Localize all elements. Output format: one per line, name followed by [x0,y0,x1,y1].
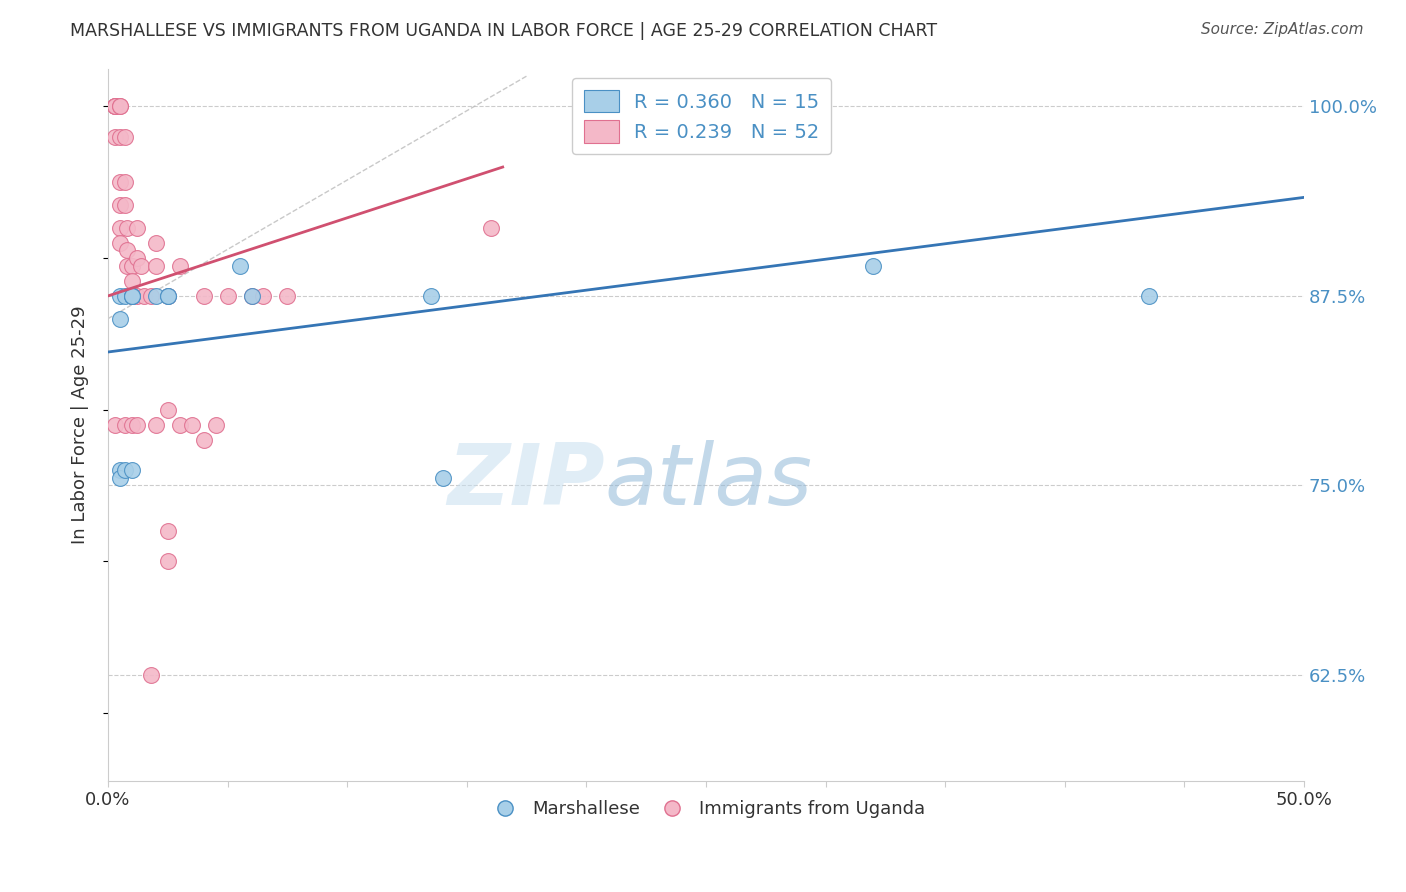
Point [145,235,167,250]
Point [145,289,167,303]
Point [1137,289,1160,303]
Point [114,463,136,477]
Point [276,289,298,303]
Point [121,417,143,432]
Point [125,251,148,265]
Point [121,259,143,273]
Point [132,289,155,303]
Point [240,289,263,303]
Point [193,433,215,447]
Point [104,129,127,144]
Point [115,259,138,273]
Text: ZIP: ZIP [447,441,605,524]
Point [108,311,131,326]
Point [104,99,127,113]
Point [108,175,131,189]
Point [108,471,131,485]
Text: MARSHALLESE VS IMMIGRANTS FROM UGANDA IN LABOR FORCE | AGE 25-29 CORRELATION CHA: MARSHALLESE VS IMMIGRANTS FROM UGANDA IN… [70,22,938,40]
Point [114,417,136,432]
Point [125,289,148,303]
Point [121,289,143,303]
Point [108,220,131,235]
Y-axis label: In Labor Force | Age 25-29: In Labor Force | Age 25-29 [72,305,89,544]
Point [240,289,263,303]
Point [180,417,202,432]
Point [252,289,274,303]
Point [204,417,226,432]
Point [104,99,127,113]
Point [121,289,143,303]
Point [114,289,136,303]
Point [432,471,454,485]
Point [108,289,131,303]
Point [108,99,131,113]
Point [479,220,502,235]
Point [114,129,136,144]
Point [156,524,179,538]
Point [104,99,127,113]
Text: atlas: atlas [605,441,813,524]
Point [145,259,167,273]
Point [121,289,143,303]
Point [169,417,191,432]
Point [104,99,127,113]
Point [145,417,167,432]
Point [104,417,127,432]
Point [121,289,143,303]
Point [156,289,179,303]
Point [115,244,138,258]
Point [139,668,162,682]
Point [862,259,884,273]
Point [131,259,153,273]
Point [108,99,131,113]
Point [115,220,138,235]
Point [419,289,441,303]
Point [108,235,131,250]
Point [108,198,131,212]
Point [114,198,136,212]
Point [108,463,131,477]
Point [156,289,179,303]
Point [156,289,179,303]
Point [121,274,143,288]
Point [125,417,148,432]
Point [121,289,143,303]
Point [108,129,131,144]
Legend: Marshallese, Immigrants from Uganda: Marshallese, Immigrants from Uganda [479,793,932,825]
Point [139,289,162,303]
Point [156,554,179,568]
Text: Source: ZipAtlas.com: Source: ZipAtlas.com [1201,22,1364,37]
Point [125,220,148,235]
Point [193,289,215,303]
Point [121,463,143,477]
Point [114,175,136,189]
Point [228,259,250,273]
Point [169,259,191,273]
Point [217,289,239,303]
Point [156,402,179,417]
